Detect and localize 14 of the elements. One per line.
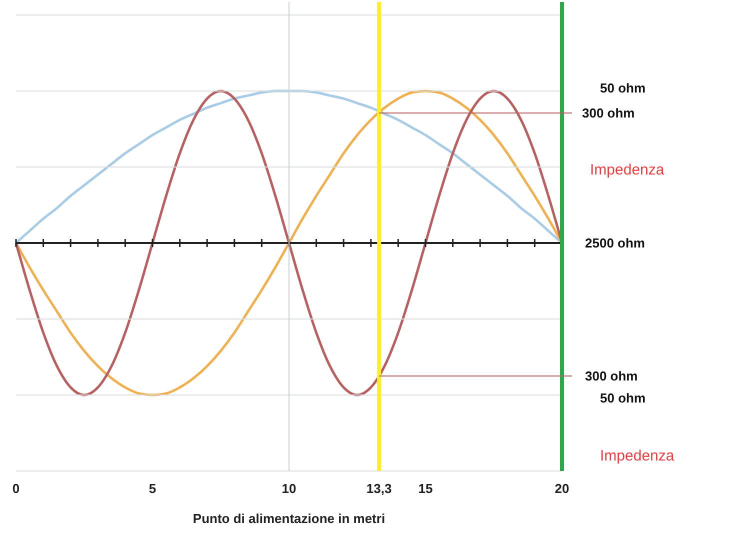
text: 300 ohm xyxy=(582,106,635,121)
text: Impedenza xyxy=(590,161,665,178)
x-tick-label: 0 xyxy=(12,481,20,496)
x-tick-label: 5 xyxy=(148,481,156,496)
text: 50 ohm xyxy=(600,390,646,406)
x-tick-label: 20 xyxy=(554,481,570,496)
text: 50 ohm xyxy=(600,80,646,96)
x-tick-label: 10 xyxy=(282,481,296,496)
text: 300 ohm xyxy=(585,368,638,384)
text: 2500 ohm xyxy=(585,236,645,251)
x-tick-label: 13,3 xyxy=(366,481,392,496)
text: Impedenza xyxy=(600,447,675,464)
x-axis-title: Punto di alimentazione in metri xyxy=(192,511,386,526)
x-tick-label: 15 xyxy=(418,481,433,496)
